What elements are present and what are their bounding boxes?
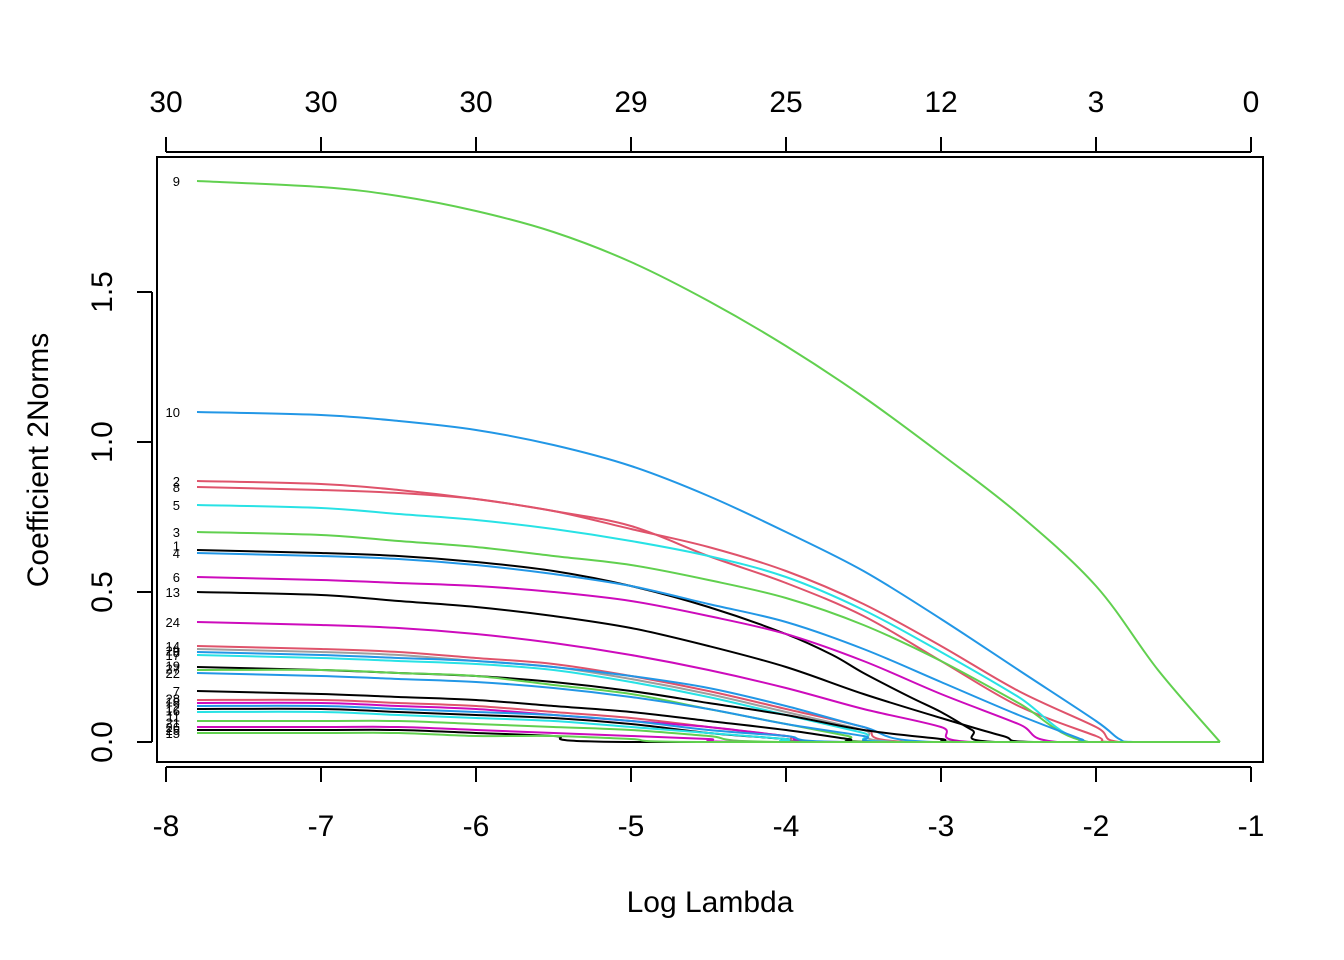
- curve-label-13: 8: [173, 645, 180, 660]
- curve-label-16: 27: [166, 662, 180, 677]
- x-tick-label: -3: [928, 810, 955, 843]
- curve-24: [196, 621, 1220, 743]
- curve-label-8: 6: [173, 570, 180, 585]
- curve-label-3: 8: [173, 480, 180, 495]
- curve-label-26: 25: [166, 723, 180, 738]
- y-tick-label: 1.0: [86, 421, 119, 463]
- curve-label-10: 24: [166, 615, 180, 630]
- curve-label-18: 7: [173, 684, 180, 699]
- x-tick-label: -7: [308, 810, 335, 843]
- curve-4: [196, 552, 1220, 744]
- curve-label-21: 12: [166, 701, 180, 716]
- y-tick-label: 1.5: [86, 271, 119, 313]
- curve-labels: 9102853146132414208171927227281812161121…: [166, 174, 180, 741]
- curve-13: [196, 591, 1220, 744]
- curve-label-24: 21: [166, 716, 180, 731]
- top-tick-label: 30: [459, 86, 492, 119]
- curve-label-19: 28: [166, 692, 180, 707]
- curve-label-20: 18: [166, 695, 180, 710]
- curve-label-0: 9: [173, 174, 180, 189]
- top-tick-label: 30: [149, 86, 182, 119]
- curve-label-17: 22: [166, 666, 180, 681]
- curve-3: [196, 531, 1220, 744]
- top-tick-label: 3: [1088, 86, 1105, 119]
- x-tick-label: -5: [618, 810, 645, 843]
- x-tick-label: -6: [463, 810, 490, 843]
- curve-5: [196, 504, 1220, 744]
- curve-label-12: 20: [166, 644, 180, 659]
- curve-8: [196, 486, 1220, 743]
- curve-10: [196, 411, 1220, 744]
- curve-label-25: 26: [166, 720, 180, 735]
- y-axis-label: Coefficient 2Norms: [22, 333, 55, 588]
- y-tick-label: 0.5: [86, 571, 119, 613]
- curve-label-27: 15: [166, 726, 180, 741]
- curve-label-4: 5: [173, 498, 180, 513]
- top-tick-label: 29: [614, 86, 647, 119]
- curve-6: [196, 576, 1220, 744]
- curve-label-7: 4: [173, 546, 180, 561]
- x-axis-label: Log Lambda: [627, 886, 794, 919]
- x-tick-label: -2: [1083, 810, 1110, 843]
- curve-label-14: 17: [166, 648, 180, 663]
- curve-9: [196, 180, 1221, 743]
- x-axis-bottom: -8 -7 -6 -5 -4 -3 -2 -1: [153, 766, 1265, 843]
- curve-label-6: 1: [173, 539, 180, 554]
- x-tick-label: -1: [1238, 810, 1265, 843]
- plot-frame: [156, 156, 1264, 763]
- top-tick-label: 0: [1243, 86, 1260, 119]
- x-tick-label: -4: [773, 810, 800, 843]
- curve-label-15: 19: [166, 659, 180, 674]
- curve-label-5: 3: [173, 525, 180, 540]
- curve-15: [196, 731, 1220, 744]
- y-tick-label: 0.0: [86, 721, 119, 763]
- curve-2: [196, 480, 1220, 744]
- top-tick-label: 12: [924, 86, 957, 119]
- top-tick-label: 30: [304, 86, 337, 119]
- curve-label-1: 10: [166, 405, 180, 420]
- curve-label-11: 14: [166, 639, 180, 654]
- curve-label-2: 2: [173, 474, 180, 489]
- coefficient-curves: [196, 180, 1221, 744]
- x-axis-top: 30 30 30 29 25 12 3 0: [149, 86, 1260, 153]
- curve-label-9: 13: [166, 585, 180, 600]
- y-axis-left: 0.0 0.5 1.0 1.5: [86, 271, 153, 763]
- x-tick-label: -8: [153, 810, 180, 843]
- curve-label-23: 11: [167, 710, 181, 725]
- top-tick-label: 25: [769, 86, 802, 119]
- curve-label-22: 16: [166, 704, 180, 719]
